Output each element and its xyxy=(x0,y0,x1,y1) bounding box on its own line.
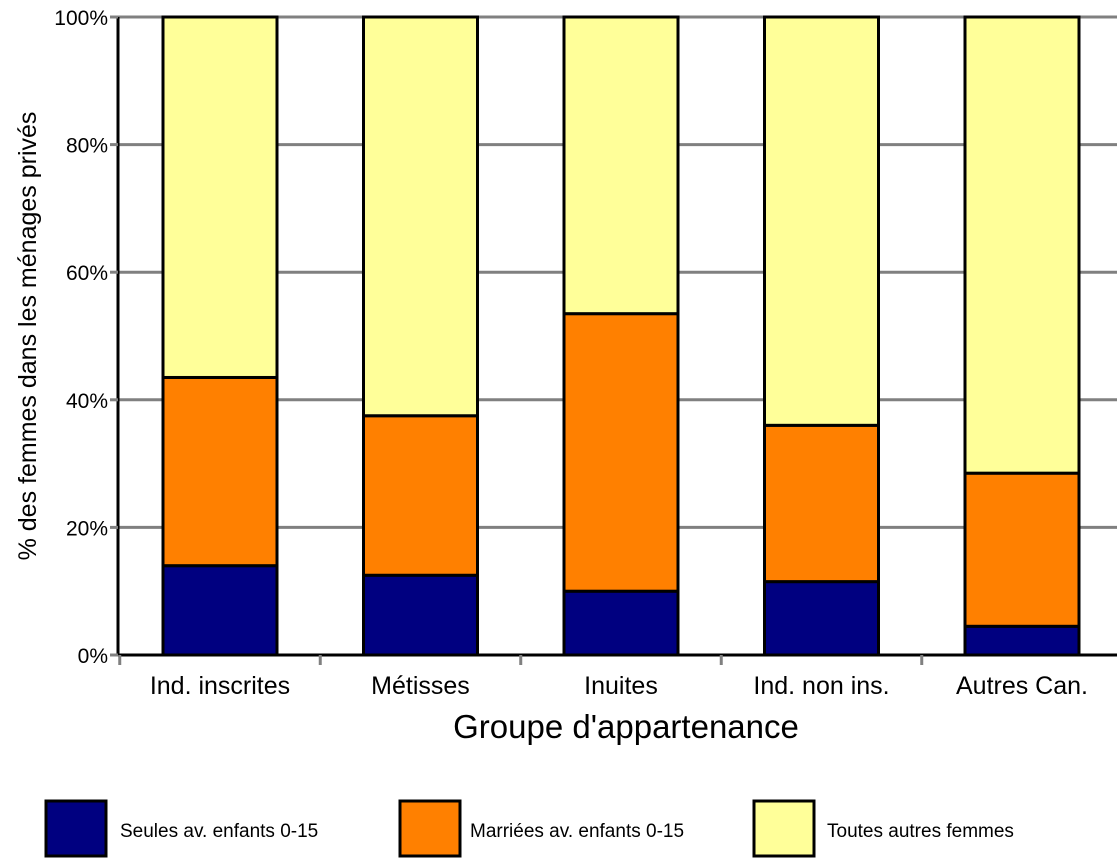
legend-label: Marriées av. enfants 0-15 xyxy=(470,821,684,842)
bar-segment xyxy=(161,15,279,379)
bar-segment xyxy=(562,312,680,593)
bar-segment xyxy=(362,573,479,657)
x-axis-title: Groupe d'appartenance xyxy=(453,708,799,745)
x-tick-label: Autres Can. xyxy=(956,672,1088,700)
legend-label: Toutes autres femmes xyxy=(827,821,1014,842)
x-tick-labels: Ind. inscrites Métisses Inuites Ind. non in… xyxy=(118,655,1088,700)
x-tick-label: Ind. inscrites xyxy=(150,672,290,700)
bar-segment xyxy=(963,471,1081,628)
y-tick-label: 40% xyxy=(66,390,108,413)
y-tick-labels: 0% 20% 40% 60% 80% 100% xyxy=(54,7,118,668)
y-tick-label: 100% xyxy=(54,7,108,30)
bar-segment xyxy=(161,564,279,657)
legend-swatch xyxy=(398,799,462,858)
bar-segment xyxy=(763,15,880,427)
legend-swatch xyxy=(752,799,816,858)
x-tick-label: Ind. non ins. xyxy=(753,672,889,700)
y-tick-label: 60% xyxy=(66,262,108,285)
y-tick-label: 20% xyxy=(66,517,108,540)
bar-segment xyxy=(763,423,880,584)
bar-segment xyxy=(362,414,479,577)
legend-label: Seules av. enfants 0-15 xyxy=(120,821,318,842)
bar-segment xyxy=(362,15,479,418)
bar-segment xyxy=(963,15,1081,475)
bar-segment xyxy=(963,624,1081,657)
legend-swatch xyxy=(44,799,108,858)
y-tick-label: 0% xyxy=(78,645,108,668)
x-tick-label: Métisses xyxy=(371,672,470,700)
bar-segment xyxy=(562,589,680,657)
bar-segment xyxy=(562,15,680,316)
bar-segment xyxy=(161,375,279,568)
legend: Seules av. enfants 0-15 Marriées av. enfa… xyxy=(44,799,1014,858)
y-tick-label: 80% xyxy=(66,135,108,158)
x-tick-label: Inuites xyxy=(584,672,658,700)
y-axis-title: % des femmes dans les ménages privés xyxy=(14,112,42,561)
axes xyxy=(116,17,1117,657)
bar-segment xyxy=(763,580,880,657)
bars xyxy=(161,15,1081,657)
